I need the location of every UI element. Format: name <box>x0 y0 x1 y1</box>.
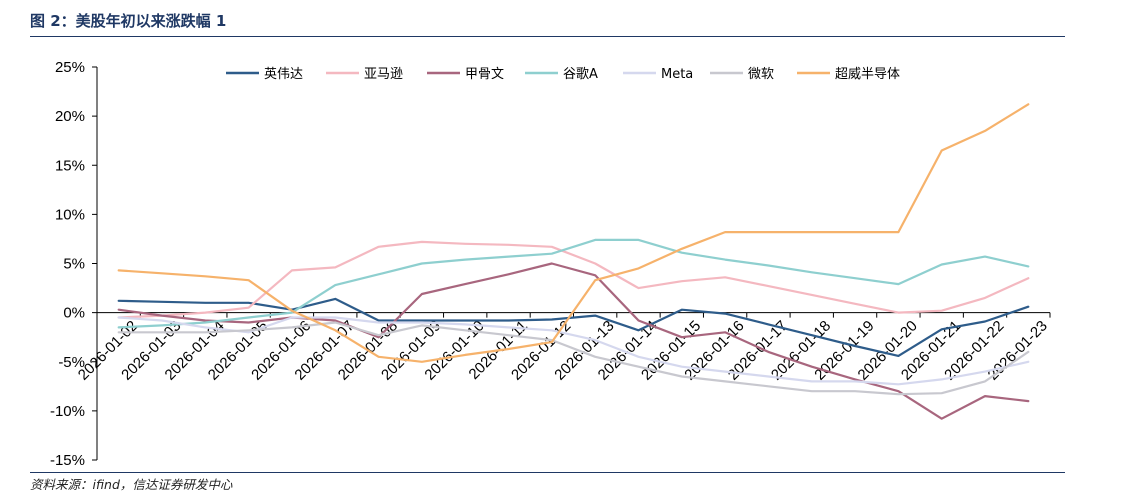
y-tick-label: 0% <box>63 305 85 322</box>
y-tick-label: 5% <box>63 256 85 273</box>
series-line-6 <box>117 103 1030 363</box>
legend-label-1: 亚马逊 <box>364 67 403 82</box>
title-rule <box>30 36 1065 37</box>
source-note: 资料来源：ifind，信达证券研发中心 <box>30 477 233 492</box>
series-line-1 <box>117 240 1030 319</box>
legend-label-0: 英伟达 <box>264 67 303 82</box>
y-tick-label: 15% <box>55 157 85 174</box>
chart-legend: 英伟达 亚马逊 甲骨文 谷歌A Meta 微软 超威半导体 <box>226 67 900 82</box>
series-line-3 <box>117 238 1030 329</box>
legend-label-5: 微软 <box>748 67 774 82</box>
legend-label-3: 谷歌A <box>563 67 598 82</box>
legend-label-6: 超威半导体 <box>835 67 900 82</box>
figure-title: 图 2：美股年初以来涨跌幅 1 <box>30 12 227 30</box>
series-line-5 <box>117 321 1030 396</box>
legend-label-4: Meta <box>661 67 693 82</box>
y-tick-label: -15% <box>50 452 85 469</box>
series-line-2 <box>117 262 1030 420</box>
y-tick-label: -5% <box>58 354 85 371</box>
y-tick-label: 10% <box>55 206 85 223</box>
legend-label-2: 甲骨文 <box>465 67 504 82</box>
chart-lines <box>117 103 1030 420</box>
source-rule <box>30 472 1065 473</box>
y-tick-label: 20% <box>55 108 85 125</box>
y-tick-label: 25% <box>55 59 85 76</box>
series-line-0 <box>117 297 1030 357</box>
y-tick-label: -10% <box>50 403 85 420</box>
series-line-4 <box>117 316 1030 386</box>
